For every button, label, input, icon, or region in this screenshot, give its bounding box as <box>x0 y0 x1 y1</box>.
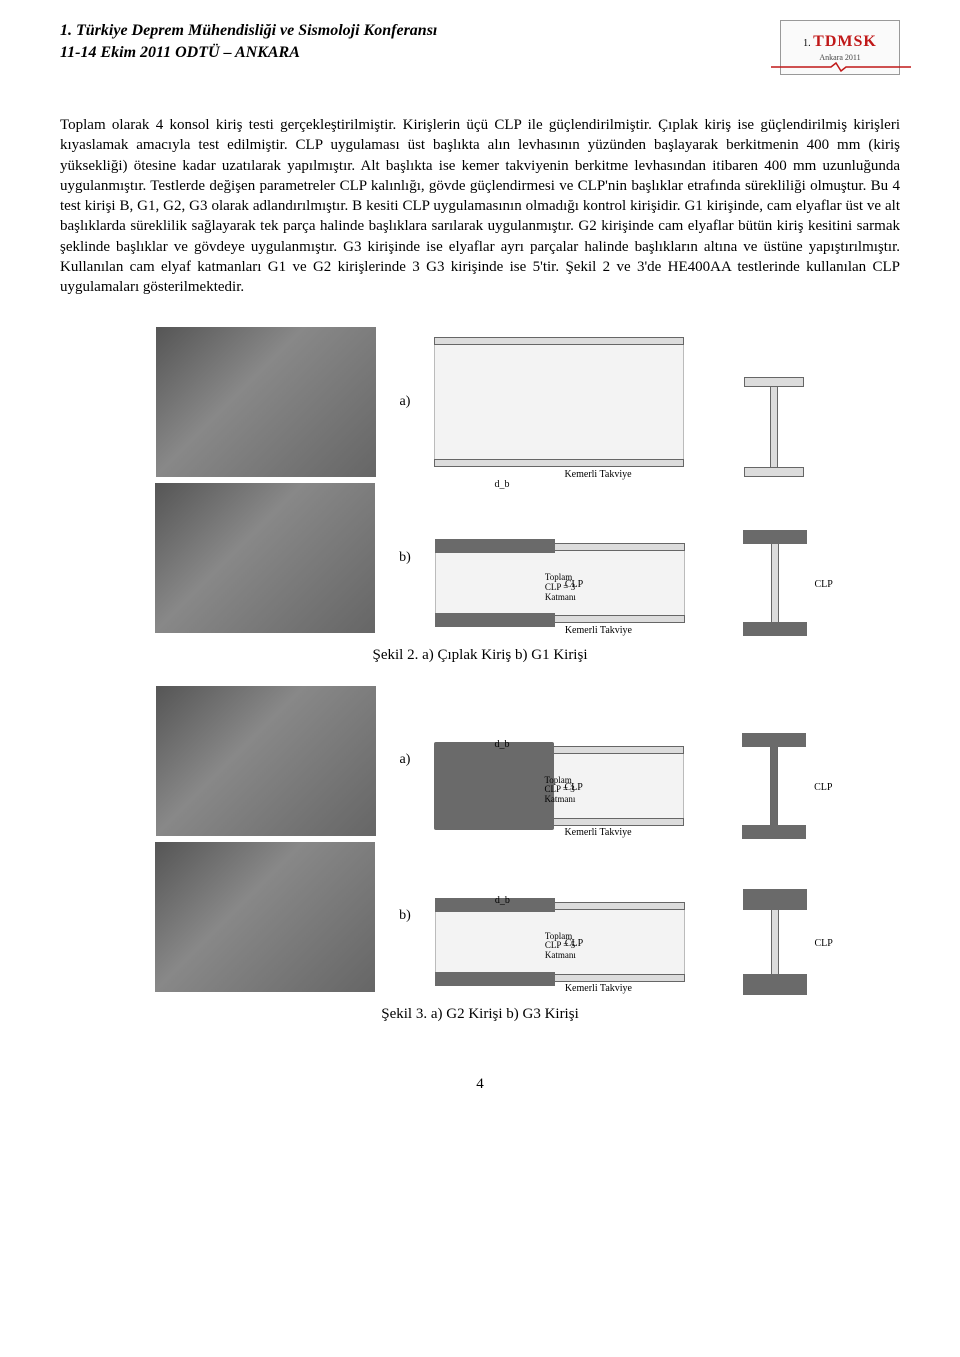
logo-ecg-line-icon <box>771 62 911 72</box>
figure-3a-cross-section: CLP <box>744 736 804 836</box>
db-label: d_b <box>494 478 509 492</box>
figure-2b-diagram-group: CLP Kemerli Takviye Toplam CLP = 3 Katma… <box>435 533 695 633</box>
db-label-3b: d_b <box>495 894 510 908</box>
figure-3-caption: Şekil 3. a) G2 Kirişi b) G3 Kirişi <box>381 1004 578 1024</box>
clp-label-section-3b: CLP <box>814 937 832 951</box>
figure-2a-row: a) Kemerli Takviye d_b <box>156 327 805 477</box>
kemerli-label-3b: Kemerli Takviye <box>565 982 632 996</box>
page-header: 1. Türkiye Deprem Mühendisliği ve Sismol… <box>60 20 900 75</box>
conference-date-place: 11-14 Ekim 2011 ODTÜ – ANKARA <box>60 42 437 64</box>
conference-header: 1. Türkiye Deprem Mühendisliği ve Sismol… <box>60 20 437 63</box>
figure-2b-label: b) <box>399 549 411 568</box>
figure-2a-diagram-group: Kemerli Takviye d_b <box>434 327 694 477</box>
kemerli-label-3a: Kemerli Takviye <box>564 826 631 840</box>
logo-prefix: 1. <box>803 38 811 49</box>
db-label-3a: d_b <box>494 738 509 752</box>
figure-2: a) Kemerli Takviye d_b b) C <box>60 327 900 1044</box>
figure-2a-photo <box>156 327 376 477</box>
figure-3a-label: a) <box>400 751 411 770</box>
figure-2a-label: a) <box>400 393 411 412</box>
figure-2a-cross-section <box>744 377 804 477</box>
conference-logo: 1. TDMSK Ankara 2011 <box>780 20 900 75</box>
kemerli-label-2b: Kemerli Takviye <box>565 624 632 638</box>
page-number: 4 <box>60 1074 900 1094</box>
figure-3a-photo <box>156 686 376 836</box>
figure-3a-diagram-group: d_b CLP Kemerli Takviye Toplam CLP = 3 K… <box>434 736 694 836</box>
figure-3b-photo <box>155 842 375 992</box>
katman-block-3a: Toplam CLP = 3 Katmanı <box>544 776 624 806</box>
clp-label-section-2b: CLP <box>814 578 832 592</box>
kemerli-label: Kemerli Takviye <box>564 468 631 482</box>
figure-3a-row: a) d_b CLP Kemerli Takviye Toplam CLP = … <box>156 686 805 836</box>
clp-label-section-3a: CLP <box>814 781 832 795</box>
katman-block-3b: Toplam CLP = 5 Katmanı <box>545 932 625 962</box>
body-paragraph: Toplam olarak 4 konsol kiriş testi gerçe… <box>60 115 900 297</box>
figure-3b-row: b) d_b CLP Kemerli Takviye Toplam CLP = … <box>155 842 805 992</box>
figure-2b-cross-section: CLP <box>745 533 805 633</box>
figure-2b-photo <box>155 483 375 633</box>
figure-3b-diagram-group: d_b CLP Kemerli Takviye Toplam CLP = 5 K… <box>435 892 695 992</box>
conference-title: 1. Türkiye Deprem Mühendisliği ve Sismol… <box>60 20 437 42</box>
logo-main-text: TDMSK <box>813 33 877 50</box>
figure-2-caption: Şekil 2. a) Çıplak Kiriş b) G1 Kirişi <box>373 645 588 665</box>
katman-block-2b: Toplam CLP = 3 Katmanı <box>545 573 625 603</box>
figure-2b-row: b) CLP Kemerli Takviye Toplam CLP = 3 Ka… <box>155 483 805 633</box>
figure-2a-side-view: Kemerli Takviye d_b <box>434 327 694 477</box>
figure-3b-label: b) <box>399 907 411 926</box>
figure-3b-cross-section: CLP <box>745 892 805 992</box>
